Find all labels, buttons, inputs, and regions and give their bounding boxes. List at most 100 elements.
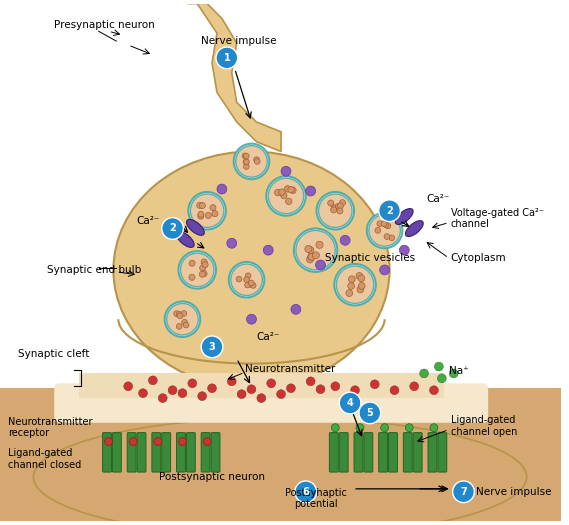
Circle shape <box>197 202 203 208</box>
Text: Synaptic end bulb: Synaptic end bulb <box>47 265 142 275</box>
Circle shape <box>188 192 226 229</box>
Ellipse shape <box>34 418 527 525</box>
Circle shape <box>198 213 204 219</box>
Circle shape <box>198 392 207 401</box>
Circle shape <box>249 280 254 286</box>
Text: Synaptic cleft: Synaptic cleft <box>18 349 89 359</box>
PathPatch shape <box>0 388 561 521</box>
Circle shape <box>208 384 216 393</box>
Circle shape <box>203 437 211 445</box>
Circle shape <box>434 362 443 371</box>
FancyBboxPatch shape <box>176 433 185 472</box>
FancyBboxPatch shape <box>211 433 220 472</box>
Circle shape <box>367 213 402 248</box>
Circle shape <box>201 270 207 277</box>
Circle shape <box>257 394 266 403</box>
Circle shape <box>246 314 257 324</box>
Text: Nerve impulse: Nerve impulse <box>476 487 552 497</box>
Circle shape <box>124 382 133 391</box>
Circle shape <box>191 194 224 227</box>
Circle shape <box>356 424 364 432</box>
Circle shape <box>340 200 345 206</box>
Circle shape <box>339 392 361 414</box>
Circle shape <box>162 218 183 239</box>
FancyBboxPatch shape <box>162 433 171 472</box>
Circle shape <box>328 200 334 206</box>
Circle shape <box>316 192 354 229</box>
Circle shape <box>381 221 387 226</box>
Circle shape <box>385 223 391 229</box>
Text: Cytoplasm: Cytoplasm <box>451 253 506 263</box>
Text: 3: 3 <box>209 342 216 352</box>
Circle shape <box>288 186 294 193</box>
Circle shape <box>182 319 187 325</box>
Circle shape <box>212 211 218 217</box>
Circle shape <box>254 157 259 162</box>
Circle shape <box>105 437 113 445</box>
Text: Neurotransmitter: Neurotransmitter <box>245 363 335 373</box>
Circle shape <box>337 203 343 209</box>
Circle shape <box>348 282 354 289</box>
FancyBboxPatch shape <box>152 433 161 472</box>
Circle shape <box>275 190 281 196</box>
Circle shape <box>188 379 197 388</box>
Text: 2: 2 <box>169 224 176 234</box>
Circle shape <box>180 253 214 287</box>
Circle shape <box>284 186 291 192</box>
Circle shape <box>381 424 389 432</box>
Circle shape <box>319 194 352 227</box>
Circle shape <box>291 304 301 314</box>
Circle shape <box>281 192 287 199</box>
Circle shape <box>316 385 325 394</box>
Ellipse shape <box>187 219 204 235</box>
Circle shape <box>316 260 325 270</box>
Circle shape <box>384 234 390 239</box>
Circle shape <box>158 394 167 403</box>
Ellipse shape <box>395 208 413 225</box>
Circle shape <box>359 402 381 424</box>
Circle shape <box>336 266 374 303</box>
PathPatch shape <box>187 4 281 152</box>
Circle shape <box>369 215 401 246</box>
Text: 1: 1 <box>224 53 230 63</box>
Circle shape <box>201 259 207 265</box>
Circle shape <box>312 252 319 259</box>
Circle shape <box>179 251 216 289</box>
Circle shape <box>228 377 236 386</box>
Circle shape <box>244 277 249 282</box>
Circle shape <box>308 253 315 260</box>
Circle shape <box>336 203 341 209</box>
Circle shape <box>383 222 389 228</box>
Text: 2: 2 <box>386 206 393 216</box>
Circle shape <box>245 282 250 288</box>
Text: Neurotransmitter
receptor: Neurotransmitter receptor <box>8 417 92 438</box>
Circle shape <box>174 311 179 317</box>
FancyBboxPatch shape <box>329 433 338 472</box>
Circle shape <box>379 200 401 222</box>
Circle shape <box>167 303 198 335</box>
Circle shape <box>410 382 419 391</box>
Circle shape <box>179 437 187 445</box>
Ellipse shape <box>113 152 390 388</box>
FancyBboxPatch shape <box>403 433 412 472</box>
FancyBboxPatch shape <box>354 433 363 472</box>
Circle shape <box>380 265 390 275</box>
Circle shape <box>263 245 273 255</box>
Circle shape <box>210 205 216 211</box>
Circle shape <box>419 369 428 378</box>
Circle shape <box>181 311 187 317</box>
Circle shape <box>370 380 379 388</box>
Text: 7: 7 <box>460 487 467 497</box>
Circle shape <box>202 261 208 268</box>
Polygon shape <box>79 373 444 398</box>
Circle shape <box>294 228 337 272</box>
Circle shape <box>438 374 446 383</box>
Circle shape <box>244 164 249 170</box>
Circle shape <box>405 424 413 432</box>
Circle shape <box>236 276 242 282</box>
Text: 4: 4 <box>347 398 353 408</box>
Circle shape <box>305 245 312 253</box>
Circle shape <box>430 386 438 395</box>
Circle shape <box>236 145 267 177</box>
Text: Na⁺: Na⁺ <box>449 366 468 376</box>
